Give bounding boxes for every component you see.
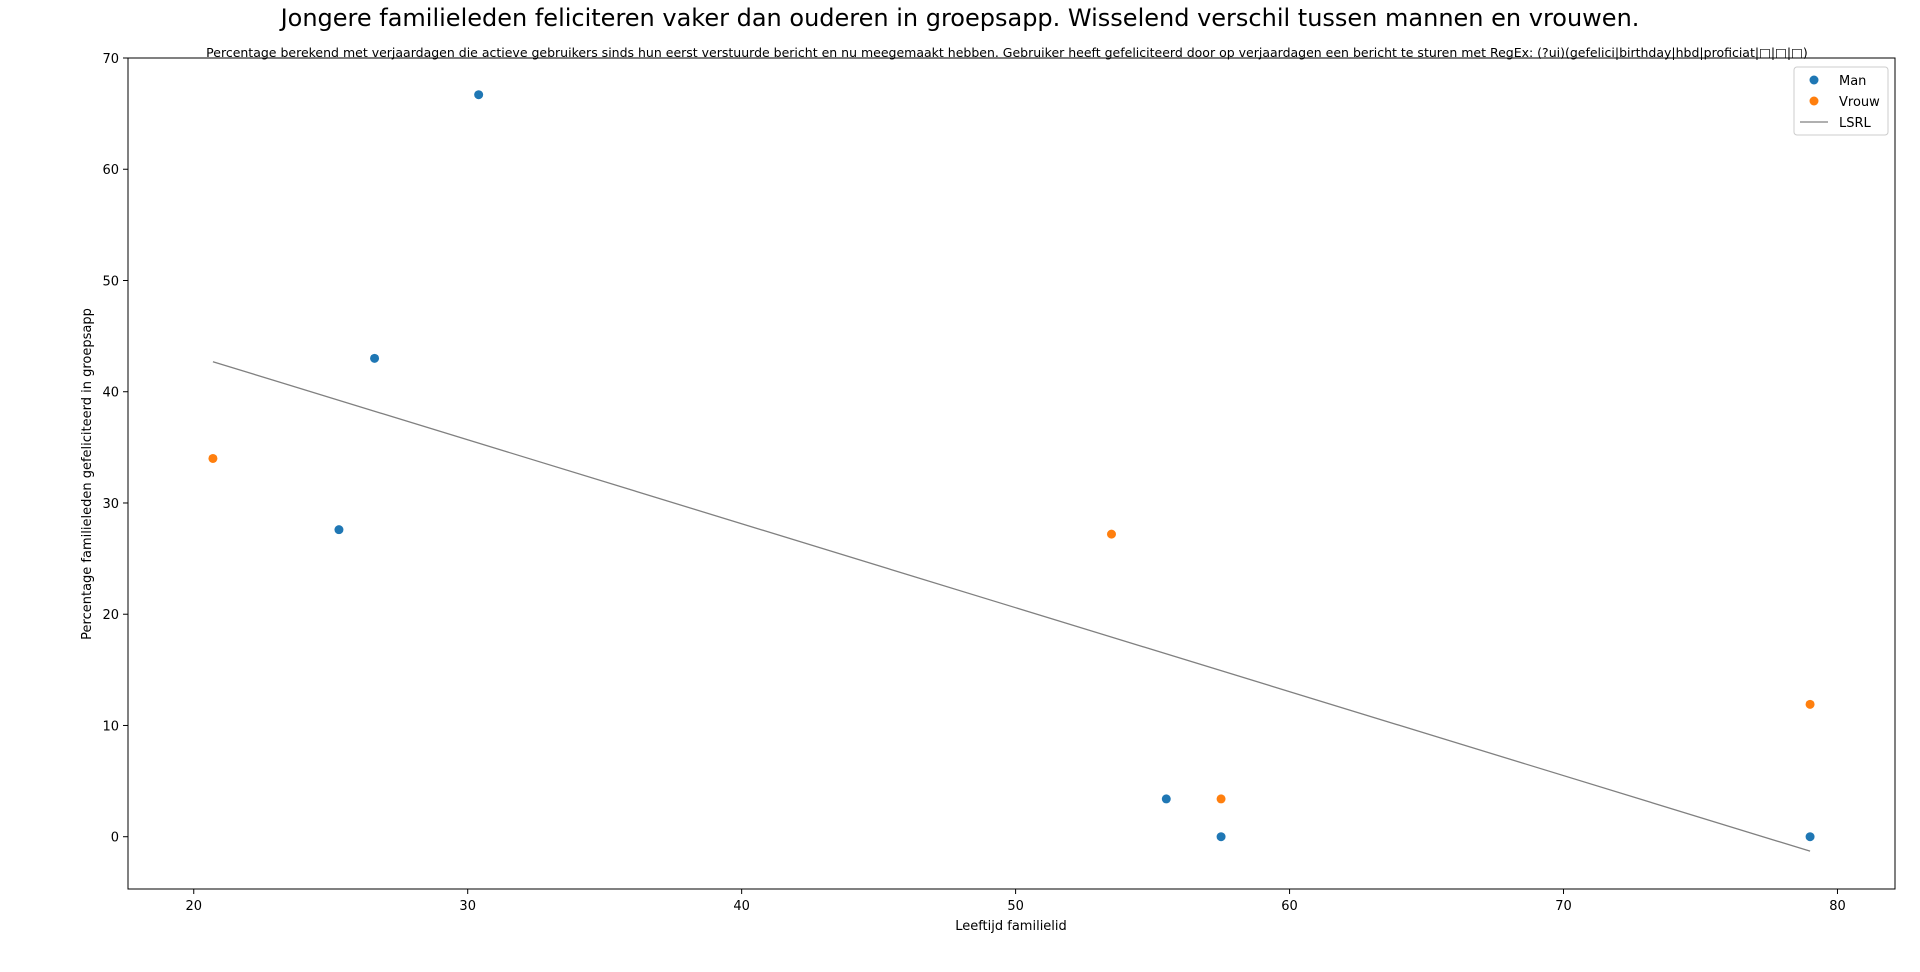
legend-label: LSRL	[1839, 116, 1872, 131]
chart-title: Jongere familieleden feliciteren vaker d…	[280, 4, 1640, 32]
data-point-man	[1216, 832, 1226, 842]
x-tick-label: 80	[1829, 899, 1846, 914]
data-point-man	[370, 353, 380, 363]
x-tick-label: 60	[1281, 899, 1298, 914]
data-point-vrouw	[208, 453, 218, 463]
y-tick-label: 50	[102, 274, 119, 289]
plot-area	[127, 57, 1896, 890]
trendline-layer	[212, 361, 1811, 852]
y-axis-label: Percentage familieleden gefeliciteerd in…	[80, 308, 95, 640]
x-tick-label: 70	[1555, 899, 1572, 914]
y-tick-label: 60	[102, 163, 119, 178]
legend-marker-man	[1809, 75, 1819, 85]
trendline	[212, 361, 1811, 852]
data-point-vrouw	[1216, 794, 1226, 804]
y-tick-label: 40	[102, 386, 119, 401]
data-point-man	[334, 525, 344, 535]
y-tick-label: 30	[102, 497, 119, 512]
y-tick-label: 70	[102, 52, 119, 67]
legend-box	[1793, 66, 1889, 136]
chart-subtitle: Percentage berekend met verjaardagen die…	[206, 45, 1808, 60]
legend-marker-vrouw	[1809, 96, 1819, 106]
x-tick-label: 30	[459, 899, 476, 914]
x-tick-label: 20	[185, 899, 202, 914]
x-tick-label: 50	[1007, 899, 1024, 914]
data-point-vrouw	[1106, 529, 1116, 539]
data-point-man	[474, 90, 484, 100]
x-tick-label: 40	[733, 899, 750, 914]
y-axis: 0 10 20 30 40 50 60 70	[102, 52, 128, 846]
legend-label: Man	[1839, 74, 1866, 89]
legend: Man Vrouw LSRL	[1793, 66, 1889, 136]
y-tick-label: 20	[102, 608, 119, 623]
data-point-man	[1805, 832, 1815, 842]
legend-label: Vrouw	[1839, 95, 1880, 110]
points-layer	[208, 90, 1815, 842]
x-axis-label: Leeftijd familielid	[955, 919, 1067, 934]
x-axis: 20 30 40 50 60 70 80	[185, 889, 1846, 914]
y-tick-label: 10	[102, 719, 119, 734]
data-point-vrouw	[1805, 699, 1815, 709]
data-point-man	[1161, 794, 1171, 804]
y-tick-label: 0	[111, 831, 119, 846]
